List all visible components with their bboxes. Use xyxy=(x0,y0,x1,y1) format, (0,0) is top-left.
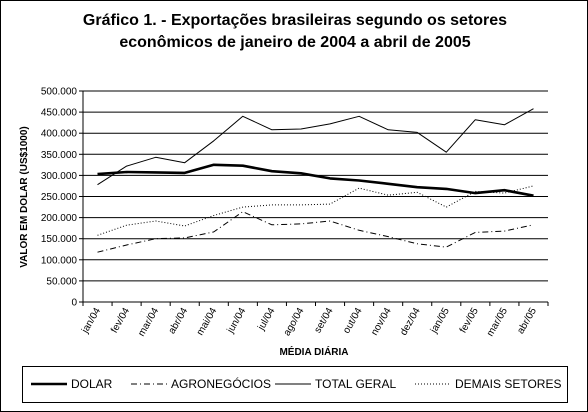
y-tick-label: 350.000 xyxy=(41,150,78,161)
x-tick-label: fev/05 xyxy=(458,306,481,335)
legend-label-total-geral: TOTAL GERAL xyxy=(315,377,397,391)
x-axis-title: MÉDIA DIÁRIA xyxy=(279,345,348,358)
chart-title-line-2: econômicos de janeiro de 2004 a abril de… xyxy=(119,34,471,51)
legend-swatch-demais-setores xyxy=(415,383,451,385)
x-tick-label: mai/04 xyxy=(195,306,220,338)
legend-label-demais-setores: DEMAIS SETORES xyxy=(455,377,562,391)
x-tick-label: fev/04 xyxy=(109,306,132,335)
chart-title-line-1: Gráfico 1. - Exportações brasileiras seg… xyxy=(82,12,508,29)
y-axis-title: VALOR EM DOLAR (US$1000) xyxy=(19,126,30,268)
legend-swatch-total-geral xyxy=(275,383,311,385)
y-tick-label: 150.000 xyxy=(41,234,78,245)
legend-label-dolar: DOLAR xyxy=(71,377,113,391)
y-tick-label: 400.000 xyxy=(41,129,78,140)
x-tick-label: jul/04 xyxy=(256,306,278,333)
legend-swatch-agronegocios xyxy=(131,383,167,385)
y-tick-label: 50.000 xyxy=(46,276,77,287)
legend: DOLAR AGRONEGÓCIOS TOTAL GERAL DEMAIS SE… xyxy=(22,366,568,403)
x-tick-label: set/04 xyxy=(312,306,335,335)
legend-label-agronegocios: AGRONEGÓCIOS xyxy=(171,377,272,391)
series-line-total-geral xyxy=(97,108,534,186)
y-tick-label: 450.000 xyxy=(41,108,78,119)
y-tick-label: 100.000 xyxy=(41,255,78,266)
x-tick-label: dez/04 xyxy=(398,306,423,338)
y-tick-label: 300.000 xyxy=(41,171,78,182)
x-tick-label: jan/05 xyxy=(428,306,452,336)
series-line-dolar xyxy=(97,163,534,197)
x-tick-label: abr/05 xyxy=(515,306,539,336)
x-tick-label: jan/04 xyxy=(79,306,103,336)
x-tick-label: mar/04 xyxy=(136,306,161,339)
series-line-agroneg-cios xyxy=(97,211,534,253)
x-tick-label: jun/04 xyxy=(225,306,249,336)
y-tick-label: 250.000 xyxy=(41,192,78,203)
x-tick-label: nov/04 xyxy=(369,306,394,338)
y-tick-label: 500.000 xyxy=(41,87,78,98)
x-tick-label: ago/04 xyxy=(282,306,307,338)
chart-title: Gráfico 1. - Exportações brasileiras seg… xyxy=(1,10,587,54)
y-tick-label: 0 xyxy=(71,298,77,309)
legend-swatch-dolar xyxy=(31,382,67,386)
x-tick-label: mar/05 xyxy=(485,306,510,339)
x-tick-label: abr/04 xyxy=(167,306,191,336)
plot-area: 0 50.000 100.000 150.000 200.000 250.000 300.0… xyxy=(41,87,549,339)
y-tick-label: 200.000 xyxy=(41,213,78,224)
x-tick-label: out/04 xyxy=(341,306,365,336)
